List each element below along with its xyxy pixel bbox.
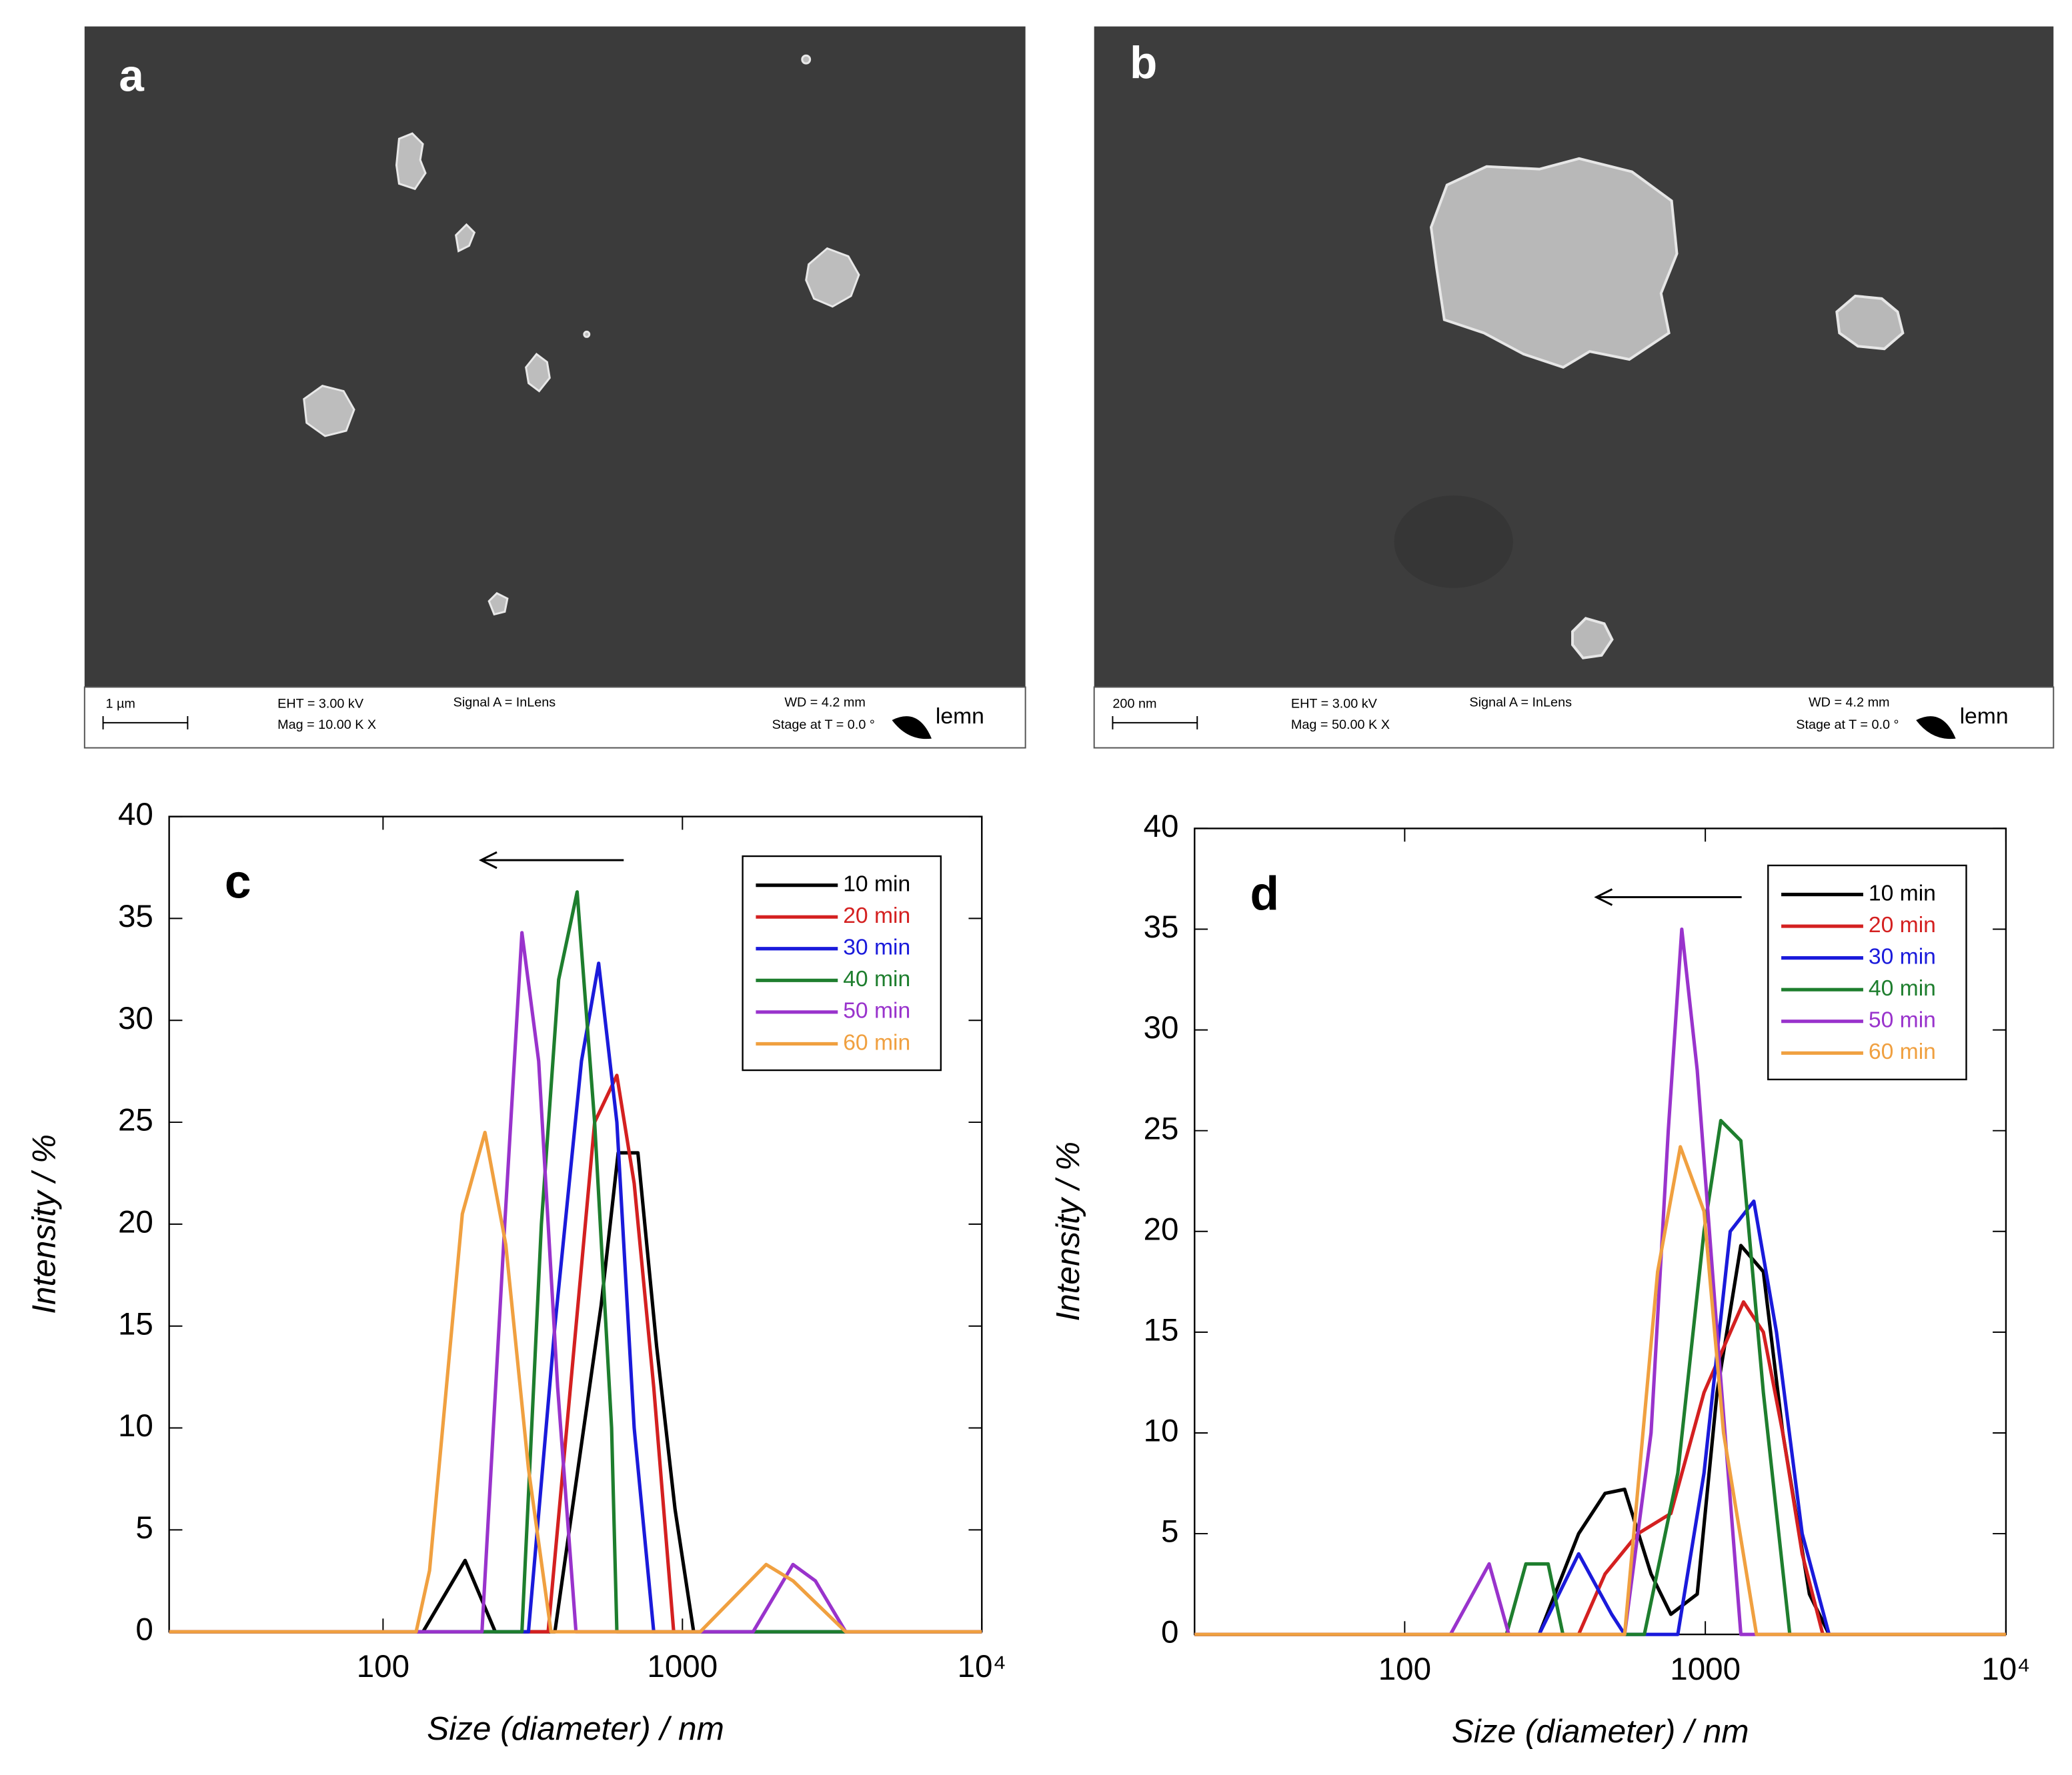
series-line	[1194, 1145, 2006, 1636]
logo-text: lemn	[936, 704, 984, 729]
series-line	[1194, 1199, 2006, 1636]
x-axis-title: Size (diameter) / nm	[427, 1710, 724, 1747]
signal: Signal A = InLens	[1469, 695, 1572, 709]
wd: WD = 4.2 mm	[784, 695, 866, 709]
scale-bar	[1112, 715, 1198, 729]
y-tick-label: 20	[1144, 1212, 1179, 1247]
legend-label: 10 min	[843, 872, 910, 897]
panel-label: c	[225, 855, 251, 908]
legend-label: 30 min	[1869, 945, 1936, 970]
y-tick-label: 25	[1144, 1111, 1179, 1146]
panel-label: a	[119, 51, 144, 101]
y-axis-title: Intensity / %	[25, 1134, 62, 1314]
x-tick-label: 100	[1378, 1652, 1431, 1687]
y-tick-label: 40	[118, 797, 153, 832]
logo-mark	[892, 716, 932, 739]
y-tick-label: 5	[135, 1510, 153, 1546]
y-tick-label: 30	[118, 1001, 153, 1036]
particles	[1429, 157, 1905, 659]
y-tick-label: 5	[1161, 1514, 1178, 1550]
y-axis-title: Intensity / %	[1050, 1142, 1086, 1322]
x-tick-label: 1000	[647, 1649, 718, 1684]
shift-arrow	[478, 851, 624, 869]
info-bar	[1093, 686, 2055, 749]
legend-box	[1767, 864, 1967, 1081]
series-line	[169, 1074, 982, 1634]
y-tick-label: 15	[118, 1306, 153, 1342]
eht: EHT = 3.00 kV	[1291, 696, 1378, 711]
series-line	[1194, 1244, 2006, 1636]
y-tick-label: 40	[1144, 809, 1179, 844]
series-line	[1194, 1300, 2006, 1636]
y-tick-label: 35	[118, 899, 153, 934]
signal: Signal A = InLens	[453, 695, 556, 709]
scale-bar	[102, 715, 189, 729]
legend-label: 50 min	[1869, 1008, 1936, 1033]
legend-label: 40 min	[1869, 976, 1936, 1001]
legend-box	[742, 855, 942, 1072]
series-line	[169, 1151, 982, 1634]
series-line	[169, 890, 982, 1634]
info-bar	[83, 686, 1026, 749]
eht: EHT = 3.00 kV	[277, 696, 364, 711]
shift-arrow	[1594, 888, 1742, 906]
x-tick-label: 100	[357, 1649, 409, 1684]
sem-panel-b: 200 nm EHT = 3.00 kV Mag = 50.00 K X Sig…	[1093, 26, 2055, 749]
scale-bar-label: 200 nm	[1112, 696, 1156, 711]
wd: WD = 4.2 mm	[1809, 695, 1890, 709]
logo-mark	[1916, 716, 1956, 739]
legend-label: 60 min	[843, 1030, 910, 1055]
legend-label: 40 min	[843, 967, 910, 992]
panel-label: b	[1130, 38, 1157, 88]
y-tick-label: 30	[1144, 1010, 1179, 1046]
y-tick-label: 35	[1144, 910, 1179, 945]
legend-label: 20 min	[843, 904, 910, 928]
particles	[303, 54, 860, 616]
mag: Mag = 10.00 K X	[277, 717, 376, 732]
logo-text: lemn	[1960, 704, 2009, 729]
sem-image	[84, 26, 1026, 687]
y-tick-label: 10	[118, 1408, 153, 1444]
mag: Mag = 50.00 K X	[1291, 717, 1390, 732]
stage: Stage at T = 0.0 °	[1796, 717, 1899, 732]
series-line	[169, 931, 982, 1634]
y-tick-label: 10	[1144, 1414, 1179, 1449]
y-tick-label: 20	[118, 1204, 153, 1240]
stage: Stage at T = 0.0 °	[772, 717, 875, 732]
x-tick-label: 1000	[1670, 1652, 1741, 1687]
sem-panel-a: 1 µm EHT = 3.00 kV Mag = 10.00 K X Signa…	[83, 26, 1026, 749]
y-tick-label: 25	[118, 1103, 153, 1138]
x-axis-title: Size (diameter) / nm	[1452, 1713, 1749, 1750]
legend-label: 30 min	[843, 936, 910, 960]
panel-label: d	[1250, 867, 1280, 920]
series-line	[1194, 1119, 2006, 1636]
series-line	[1194, 927, 2006, 1636]
x-tick-label: 10⁴	[958, 1649, 1006, 1684]
y-tick-label: 0	[1161, 1615, 1178, 1650]
chart: 0 5 10 15 20 25 30 35 40 100 1000 10⁴ Size (diameter…	[1050, 809, 2030, 1750]
legend-label: 60 min	[1869, 1040, 1936, 1064]
y-tick-label: 0	[135, 1612, 153, 1648]
series-line	[169, 1130, 982, 1634]
legend-label: 10 min	[1869, 881, 1936, 906]
scale-bar-label: 1 µm	[106, 696, 135, 711]
chart: 0 5 10 15 20 25 30 35 40 100 1000 10⁴ Size (diameter…	[25, 797, 1006, 1747]
shadow	[1394, 495, 1513, 588]
x-tick-label: 10⁴	[1981, 1652, 2030, 1687]
legend-label: 50 min	[843, 999, 910, 1024]
legend-label: 20 min	[1869, 913, 1936, 938]
y-tick-label: 15	[1144, 1312, 1179, 1348]
